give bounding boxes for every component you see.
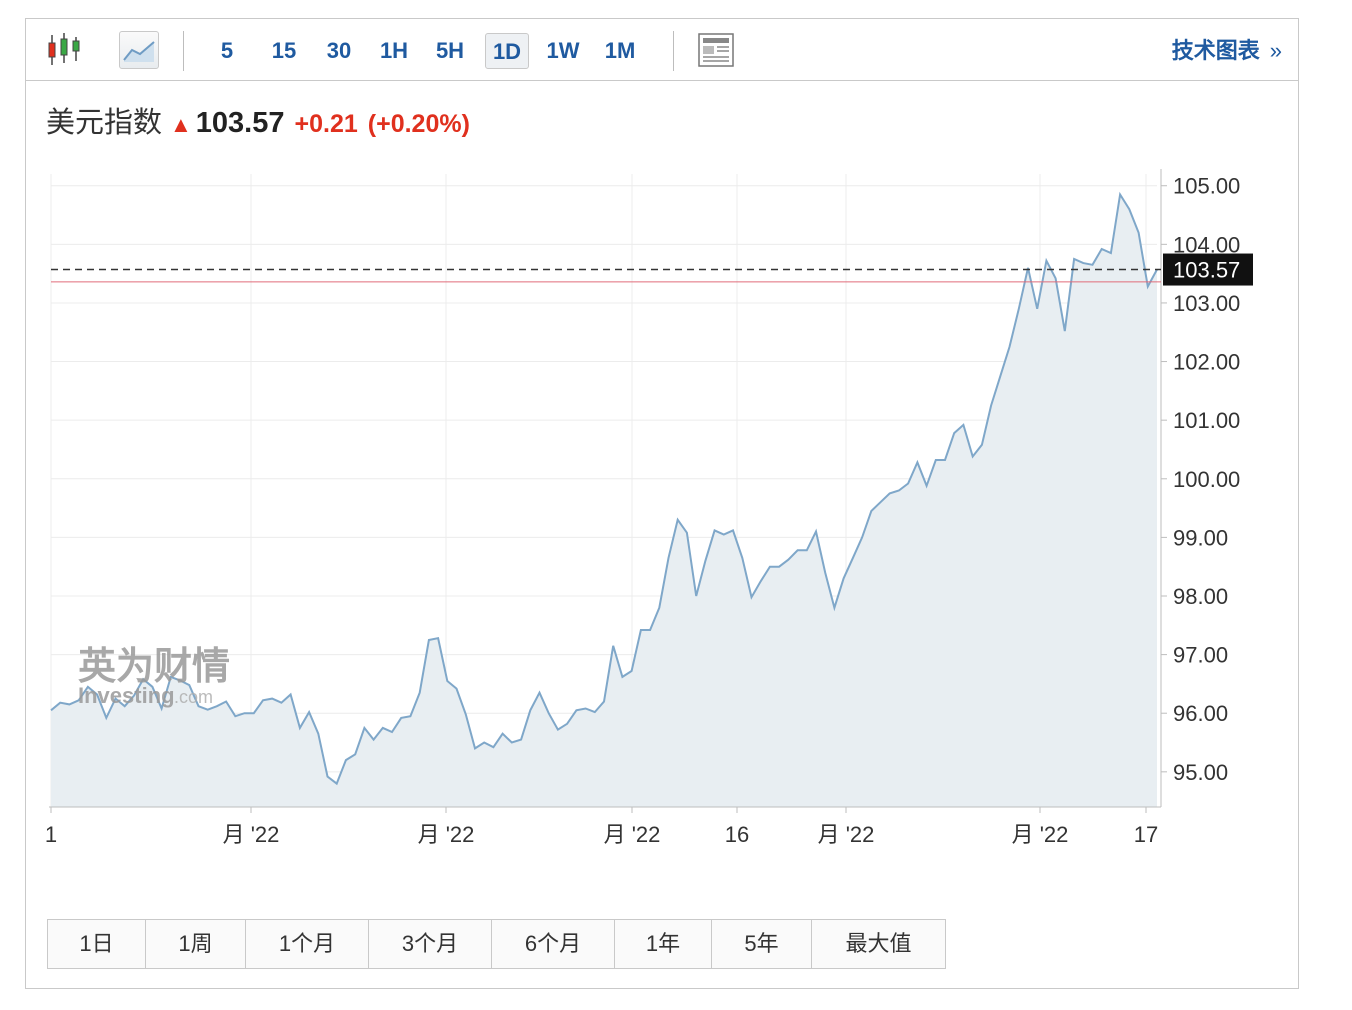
x-tick-label: 17: [1134, 822, 1158, 847]
range-6m[interactable]: 6个月: [492, 920, 615, 968]
timeframe-5h[interactable]: 5H: [435, 38, 465, 63]
current-price-tag-label: 103.57: [1173, 258, 1240, 283]
timeframe-5[interactable]: 5: [220, 38, 234, 63]
range-1w[interactable]: 1周: [146, 920, 246, 968]
x-tick-label: 月 '22: [604, 822, 661, 847]
price-change-percent: (+0.20%): [367, 110, 470, 138]
x-tick-label: 月 '22: [818, 822, 875, 847]
timeframe-1w[interactable]: 1W: [546, 38, 580, 63]
price-change: +0.21: [294, 110, 358, 138]
range-selector: 1日 1周 1个月 3个月 6个月 1年 5年 最大值: [47, 919, 946, 969]
y-tick-label: 100.00: [1173, 467, 1240, 492]
double-chevron-right-icon: »: [1269, 38, 1282, 63]
range-3m[interactable]: 3个月: [369, 920, 492, 968]
technical-chart-label: 技术图表: [1171, 38, 1260, 63]
price-line: [50, 191, 1158, 786]
timeframe-1d[interactable]: 1D: [485, 33, 529, 69]
chart-widget: 5 15 30 1H 5H 1D 1W 1M 技术图表» 美元指数 ▲ 103.57…: [25, 18, 1299, 989]
x-tick-label: 月 '22: [223, 822, 280, 847]
watermark-cn: 英为财情: [78, 644, 230, 688]
news-list-icon[interactable]: [698, 33, 734, 67]
quote-header: 美元指数 ▲ 103.57 +0.21 (+0.20%): [46, 103, 470, 143]
y-tick-label: 97.00: [1173, 643, 1228, 668]
range-5y[interactable]: 5年: [712, 920, 812, 968]
range-1y[interactable]: 1年: [615, 920, 712, 968]
y-tick-label: 104.00: [1173, 232, 1240, 257]
last-price: 103.57: [195, 107, 285, 139]
y-tick-label: 101.00: [1173, 408, 1240, 433]
x-tick-label: 月 '22: [418, 822, 475, 847]
y-tick-label: 98.00: [1173, 584, 1228, 609]
timeframe-1m[interactable]: 1M: [604, 38, 636, 63]
timeframe-15[interactable]: 15: [271, 38, 297, 63]
chart-toolbar: 5 15 30 1H 5H 1D 1W 1M 技术图表 »: [26, 19, 1298, 81]
watermark-en: Investing: [78, 683, 175, 708]
range-1d[interactable]: 1日: [48, 920, 146, 968]
y-tick-label: 99.00: [1173, 525, 1228, 550]
x-tick-label: 1: [45, 822, 57, 847]
y-tick-label: 96.00: [1173, 701, 1228, 726]
range-1m[interactable]: 1个月: [246, 920, 369, 968]
toolbar-separator: [673, 31, 674, 71]
price-area: [51, 194, 1157, 807]
x-tick-label: 16: [725, 822, 749, 847]
technical-chart-link[interactable]: 技术图表 »: [1172, 33, 1282, 69]
current-price-tag: [1163, 253, 1253, 286]
y-tick-label: 103.00: [1173, 291, 1240, 316]
price-chart[interactable]: 95.00 96.00 97.00 98.00 99.00 100.00 101.00 102…: [26, 19, 1300, 899]
instrument-name: 美元指数: [46, 107, 163, 139]
up-arrow-icon: ▲: [170, 112, 192, 137]
line-chart-icon[interactable]: [119, 31, 159, 69]
timeframe-30[interactable]: 30: [326, 38, 352, 63]
toolbar-separator: [183, 31, 184, 71]
candlestick-icon[interactable]: [44, 31, 84, 69]
range-max[interactable]: 最大值: [812, 920, 945, 968]
watermark-suffix: .com: [174, 687, 213, 707]
y-tick-label: 102.00: [1173, 350, 1240, 375]
y-tick-label: 95.00: [1173, 760, 1228, 785]
x-tick-label: 月 '22: [1012, 822, 1069, 847]
timeframe-1h[interactable]: 1H: [379, 38, 409, 63]
y-tick-label: 105.00: [1173, 174, 1240, 199]
